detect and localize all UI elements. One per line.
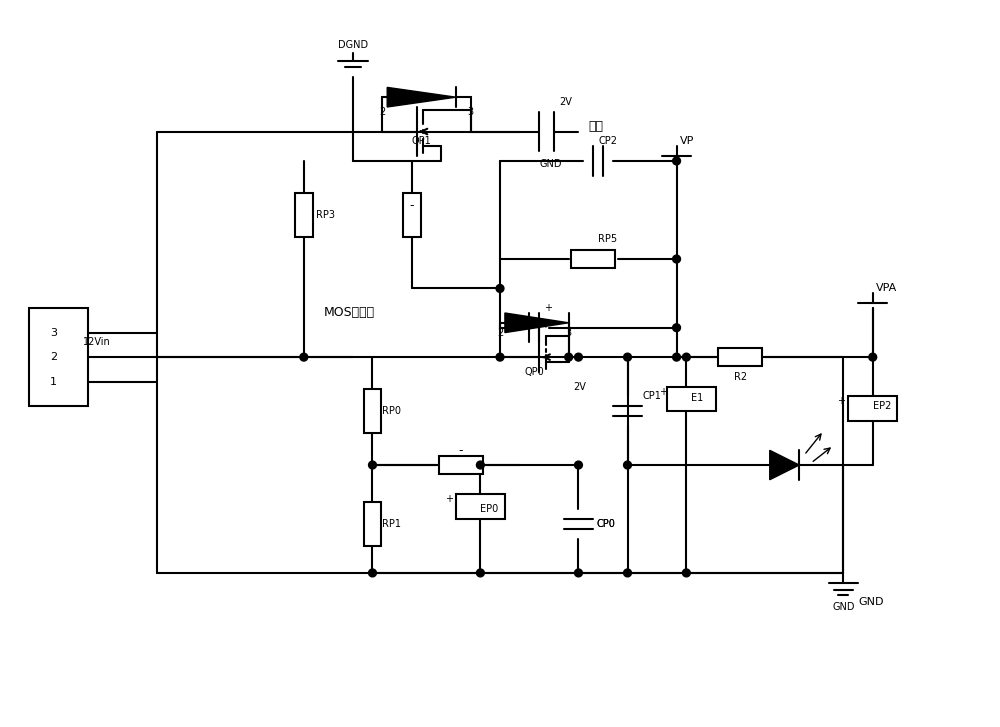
Bar [364,502,381,546]
Circle shape [682,353,690,361]
Circle shape [624,569,631,577]
Circle shape [673,353,680,361]
Text: RP1: RP1 [382,519,401,529]
Text: RP5: RP5 [598,234,617,244]
Circle shape [476,461,484,469]
Bar [718,348,762,366]
Text: 2V: 2V [574,382,586,392]
Circle shape [476,569,484,577]
Text: +: + [837,396,845,406]
Text: DGND: DGND [338,40,368,50]
Circle shape [575,353,582,361]
Polygon shape [387,87,456,107]
Bar [29,308,88,406]
Text: +: + [659,387,667,396]
Text: 2: 2 [50,352,57,362]
Text: VP: VP [680,136,694,146]
Text: 2V: 2V [559,97,572,107]
Circle shape [496,353,504,361]
Text: GND: GND [858,598,884,608]
Circle shape [682,569,690,577]
Circle shape [673,324,680,332]
Bar [295,193,313,237]
Text: CP0: CP0 [596,519,615,529]
Circle shape [300,353,308,361]
Text: 3: 3 [468,107,474,117]
Circle shape [624,461,631,469]
Text: QP1: QP1 [412,137,431,146]
Text: 2: 2 [497,327,503,337]
Circle shape [496,284,504,292]
Bar [571,250,615,268]
Bar [667,387,716,411]
Bar [439,457,483,474]
Bar [456,494,505,519]
Text: +: + [445,494,453,505]
Circle shape [869,353,877,361]
Text: VPA: VPA [876,284,897,294]
Text: GND: GND [539,159,562,169]
Text: -: - [409,198,414,212]
Polygon shape [505,313,569,332]
Circle shape [369,569,376,577]
Circle shape [673,157,680,165]
Circle shape [369,461,376,469]
Bar [848,396,897,421]
Text: +: + [544,303,552,313]
Circle shape [673,255,680,263]
Text: 2: 2 [379,107,385,117]
Text: RP0: RP0 [382,406,401,416]
Text: 3: 3 [566,327,572,337]
Polygon shape [770,450,799,480]
Circle shape [575,569,582,577]
Text: E1: E1 [691,393,704,403]
Text: CP1: CP1 [642,391,661,401]
Text: EP2: EP2 [873,401,891,411]
Text: 12Vin: 12Vin [83,337,111,348]
Text: -: - [459,443,463,457]
Text: GND: GND [832,603,855,612]
Bar [403,193,421,237]
Text: 负载: 负载 [588,120,603,133]
Circle shape [575,461,582,469]
Text: 1: 1 [50,377,57,387]
Text: 3: 3 [50,328,57,337]
Text: CP0: CP0 [596,519,615,529]
Bar [364,389,381,433]
Text: CP2: CP2 [598,136,617,146]
Circle shape [565,353,573,361]
Circle shape [624,353,631,361]
Text: RP3: RP3 [316,210,335,220]
Text: EP0: EP0 [480,504,499,514]
Text: QP0: QP0 [524,367,544,377]
Text: +: + [541,320,549,330]
Text: R2: R2 [734,371,747,382]
Text: MOS管反用: MOS管反用 [323,307,375,319]
